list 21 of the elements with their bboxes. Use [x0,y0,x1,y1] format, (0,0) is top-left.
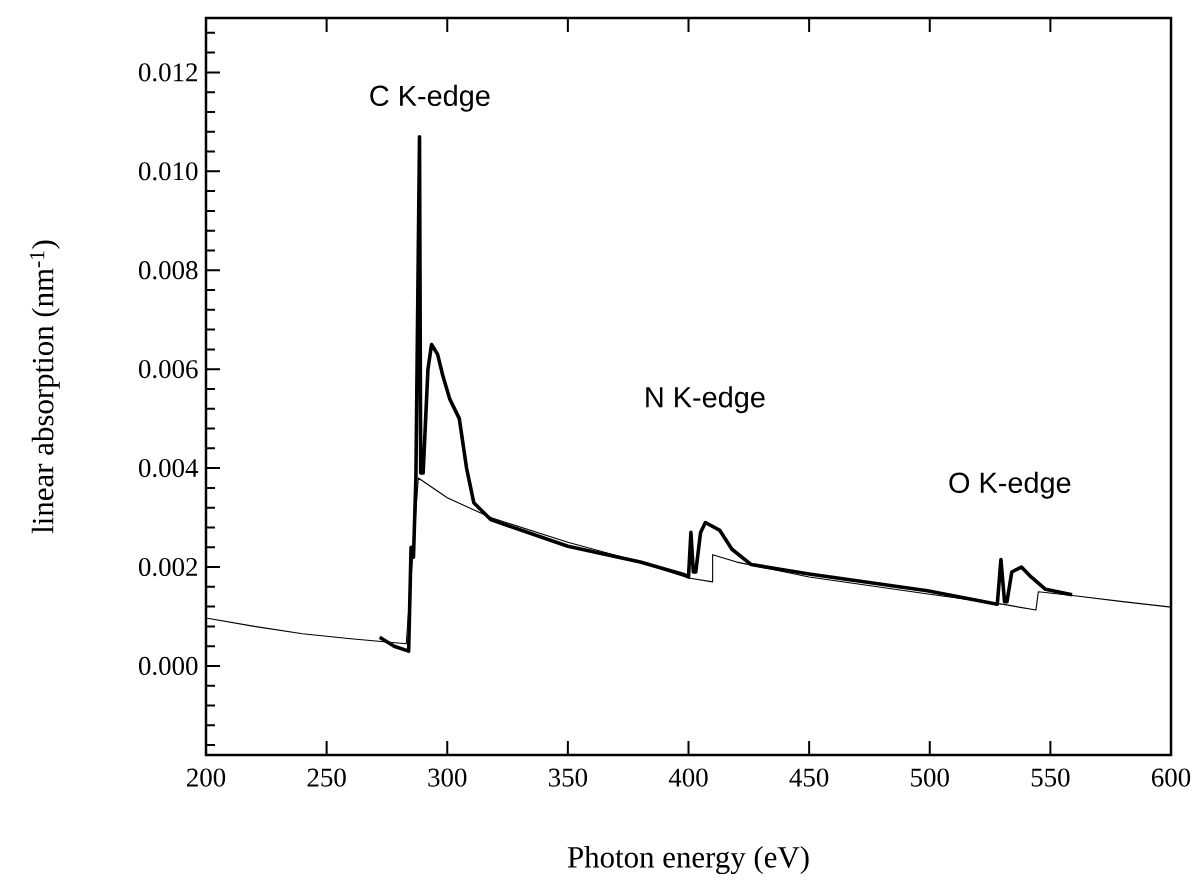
annotation: O K-edge [949,471,1071,499]
x-tick-label: 500 [911,768,949,787]
x-tick-label: 250 [307,768,346,787]
x-tick-label: 200 [187,768,226,787]
x-tick-label: 300 [428,768,467,787]
y-tick-label: 0.010 [138,162,198,181]
x-tick-label: 450 [789,768,829,787]
x-tick-label: 600 [1151,768,1191,787]
annotation: C K-edge [370,84,490,112]
y-tick-label: 0.012 [138,63,197,82]
x-tick-label: 400 [668,768,708,787]
y-tick-label: 0.004 [138,458,199,478]
x-tick-label: 550 [1031,768,1070,787]
y-tick-label: 0.002 [138,557,197,577]
annotation: N K-edge [646,386,765,414]
y-tick-label: 0.008 [138,261,198,280]
x-axis-title: Photon energy (eV) [567,845,809,875]
y-axis-title: linear absorption (nm$^{-1}$) [29,240,60,534]
y-tick-label: 0.000 [138,656,198,676]
x-tick-label: 350 [548,768,588,787]
y-tick-label: 0.006 [138,360,198,379]
